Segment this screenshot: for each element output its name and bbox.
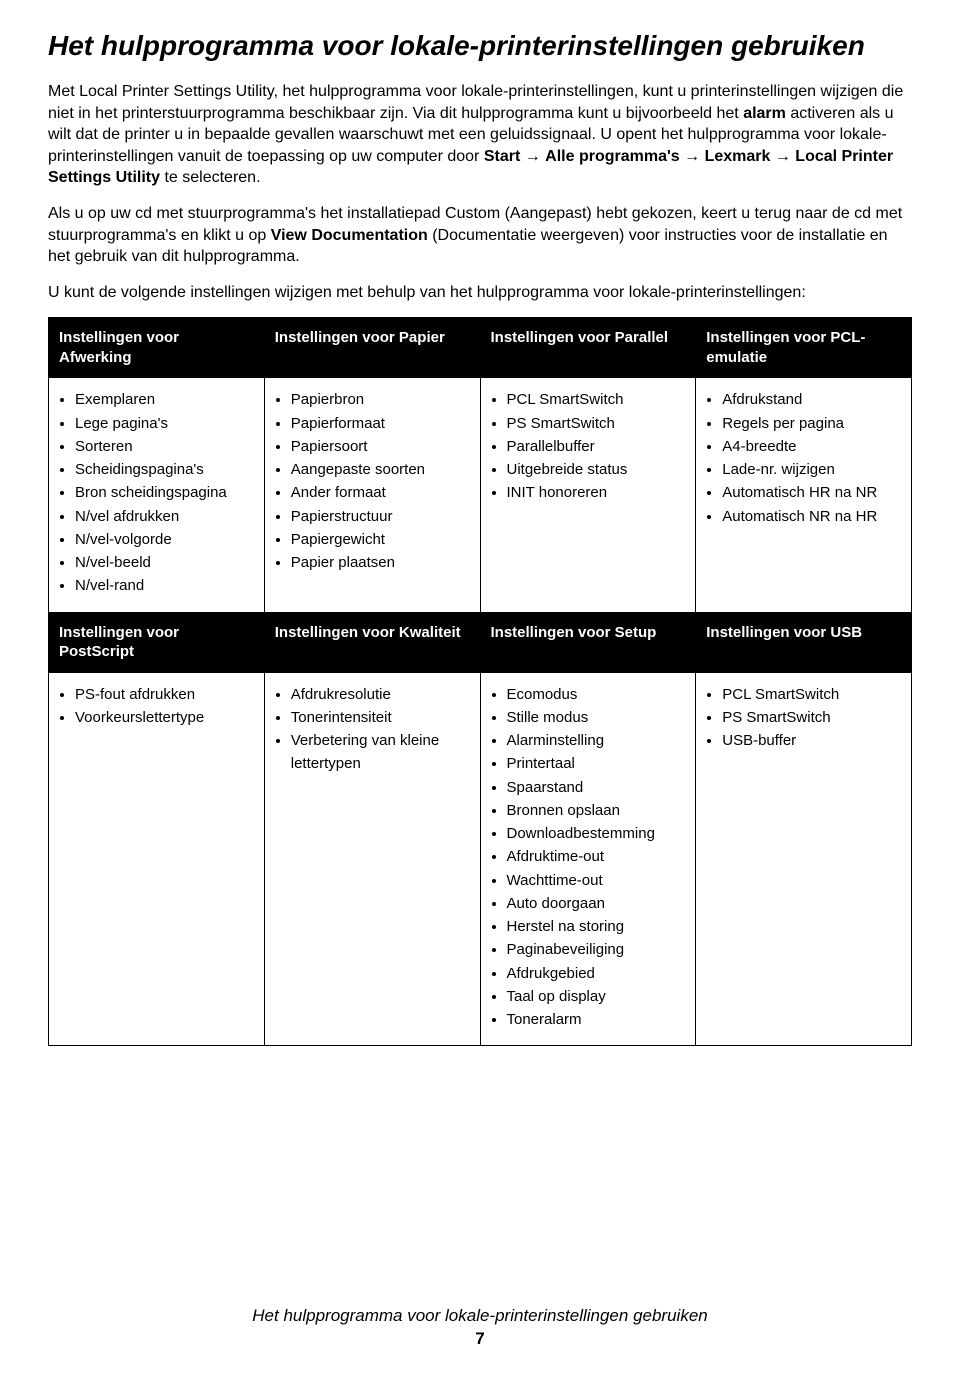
header-afwerking: Instellingen voor Afwerking — [49, 318, 265, 378]
arrow-icon: → — [680, 148, 705, 165]
list-item: Lade-nr. wijzigen — [722, 458, 903, 481]
cell-usb: PCL SmartSwitchPS SmartSwitchUSB-buffer — [696, 672, 912, 1046]
list-item: Exemplaren — [75, 388, 256, 411]
table-row: PS-fout afdrukkenVoorkeurslettertype Afd… — [49, 672, 912, 1046]
list-item: Afdrukgebied — [507, 962, 688, 985]
list-item: PS SmartSwitch — [507, 412, 688, 435]
list-item: INIT honoreren — [507, 481, 688, 504]
list-item: N/vel-volgorde — [75, 528, 256, 551]
list-item: Paginabeveiliging — [507, 938, 688, 961]
footer-title: Het hulpprogramma voor lokale-printerins… — [252, 1306, 707, 1325]
arrow-icon: → — [520, 148, 545, 165]
p1-bold-start: Start — [484, 148, 520, 165]
header-setup: Instellingen voor Setup — [480, 612, 696, 672]
list-item: Papiergewicht — [291, 528, 472, 551]
list-item: Downloadbestemming — [507, 822, 688, 845]
cell-afwerking: ExemplarenLege pagina'sSorterenScheiding… — [49, 378, 265, 612]
list-item: Bronnen opslaan — [507, 799, 688, 822]
list-item: PS SmartSwitch — [722, 706, 903, 729]
arrow-icon: → — [770, 148, 795, 165]
header-kwaliteit: Instellingen voor Kwaliteit — [264, 612, 480, 672]
list-papier: PapierbronPapierformaatPapiersoortAangep… — [273, 388, 472, 574]
list-item: Parallelbuffer — [507, 435, 688, 458]
list-item: Papierstructuur — [291, 505, 472, 528]
header-usb: Instellingen voor USB — [696, 612, 912, 672]
list-item: Papier plaatsen — [291, 551, 472, 574]
list-item: Scheidingspagina's — [75, 458, 256, 481]
list-item: Verbetering van kleine lettertypen — [291, 729, 472, 776]
list-item: Wachttime-out — [507, 869, 688, 892]
list-item: PCL SmartSwitch — [722, 683, 903, 706]
list-item: N/vel-beeld — [75, 551, 256, 574]
list-item: Auto doorgaan — [507, 892, 688, 915]
list-item: Voorkeurslettertype — [75, 706, 256, 729]
list-item: Bron scheidingspagina — [75, 481, 256, 504]
list-item: PCL SmartSwitch — [507, 388, 688, 411]
header-pcl: Instellingen voor PCL-emulatie — [696, 318, 912, 378]
list-item: Papierformaat — [291, 412, 472, 435]
list-afwerking: ExemplarenLege pagina'sSorterenScheiding… — [57, 388, 256, 597]
list-item: A4-breedte — [722, 435, 903, 458]
list-item: Alarminstelling — [507, 729, 688, 752]
list-item: Uitgebreide status — [507, 458, 688, 481]
list-item: Papiersoort — [291, 435, 472, 458]
list-postscript: PS-fout afdrukkenVoorkeurslettertype — [57, 683, 256, 730]
list-item: Automatisch NR na HR — [722, 505, 903, 528]
list-item: PS-fout afdrukken — [75, 683, 256, 706]
list-item: N/vel-rand — [75, 574, 256, 597]
footer-page-number: 7 — [0, 1328, 960, 1351]
list-item: Taal op display — [507, 985, 688, 1008]
cell-kwaliteit: AfdrukresolutieTonerintensiteitVerbeteri… — [264, 672, 480, 1046]
p1-bold-programs: Alle programma's — [545, 148, 680, 165]
header-postscript: Instellingen voor PostScript — [49, 612, 265, 672]
list-item: Lege pagina's — [75, 412, 256, 435]
p1-bold-lexmark: Lexmark — [705, 148, 771, 165]
list-item: Printertaal — [507, 752, 688, 775]
header-papier: Instellingen voor Papier — [264, 318, 480, 378]
table-header-row: Instellingen voor PostScript Instellinge… — [49, 612, 912, 672]
cell-parallel: PCL SmartSwitchPS SmartSwitchParallelbuf… — [480, 378, 696, 612]
cell-postscript: PS-fout afdrukkenVoorkeurslettertype — [49, 672, 265, 1046]
list-item: Ander formaat — [291, 481, 472, 504]
list-setup: EcomodusStille modusAlarminstellingPrint… — [489, 683, 688, 1032]
list-parallel: PCL SmartSwitchPS SmartSwitchParallelbuf… — [489, 388, 688, 504]
list-item: Automatisch HR na NR — [722, 481, 903, 504]
paragraph-3: U kunt de volgende instellingen wijzigen… — [48, 282, 912, 304]
list-item: Toneralarm — [507, 1008, 688, 1031]
table-row: ExemplarenLege pagina'sSorterenScheiding… — [49, 378, 912, 612]
p1-bold-alarm: alarm — [743, 105, 786, 122]
paragraph-1: Met Local Printer Settings Utility, het … — [48, 81, 912, 189]
list-item: Aangepaste soorten — [291, 458, 472, 481]
list-item: Afdruktime-out — [507, 845, 688, 868]
list-item: Spaarstand — [507, 776, 688, 799]
list-item: Afdrukresolutie — [291, 683, 472, 706]
document-page: Het hulpprogramma voor lokale-printerins… — [0, 0, 960, 1373]
list-pcl: AfdrukstandRegels per paginaA4-breedteLa… — [704, 388, 903, 528]
list-item: N/vel afdrukken — [75, 505, 256, 528]
header-parallel: Instellingen voor Parallel — [480, 318, 696, 378]
page-title: Het hulpprogramma voor lokale-printerins… — [48, 28, 912, 63]
cell-papier: PapierbronPapierformaatPapiersoortAangep… — [264, 378, 480, 612]
list-item: Regels per pagina — [722, 412, 903, 435]
list-item: Stille modus — [507, 706, 688, 729]
list-usb: PCL SmartSwitchPS SmartSwitchUSB-buffer — [704, 683, 903, 753]
paragraph-2: Als u op uw cd met stuurprogramma's het … — [48, 203, 912, 268]
cell-setup: EcomodusStille modusAlarminstellingPrint… — [480, 672, 696, 1046]
p1-text-tail: te selecteren. — [160, 169, 261, 186]
p2-bold-viewdoc: View Documentation — [271, 227, 428, 244]
list-item: Sorteren — [75, 435, 256, 458]
list-item: Ecomodus — [507, 683, 688, 706]
list-item: Afdrukstand — [722, 388, 903, 411]
settings-table: Instellingen voor Afwerking Instellingen… — [48, 317, 912, 1046]
list-item: Papierbron — [291, 388, 472, 411]
cell-pcl: AfdrukstandRegels per paginaA4-breedteLa… — [696, 378, 912, 612]
table-header-row: Instellingen voor Afwerking Instellingen… — [49, 318, 912, 378]
list-item: Herstel na storing — [507, 915, 688, 938]
list-kwaliteit: AfdrukresolutieTonerintensiteitVerbeteri… — [273, 683, 472, 776]
list-item: Tonerintensiteit — [291, 706, 472, 729]
list-item: USB-buffer — [722, 729, 903, 752]
page-footer: Het hulpprogramma voor lokale-printerins… — [0, 1305, 960, 1351]
